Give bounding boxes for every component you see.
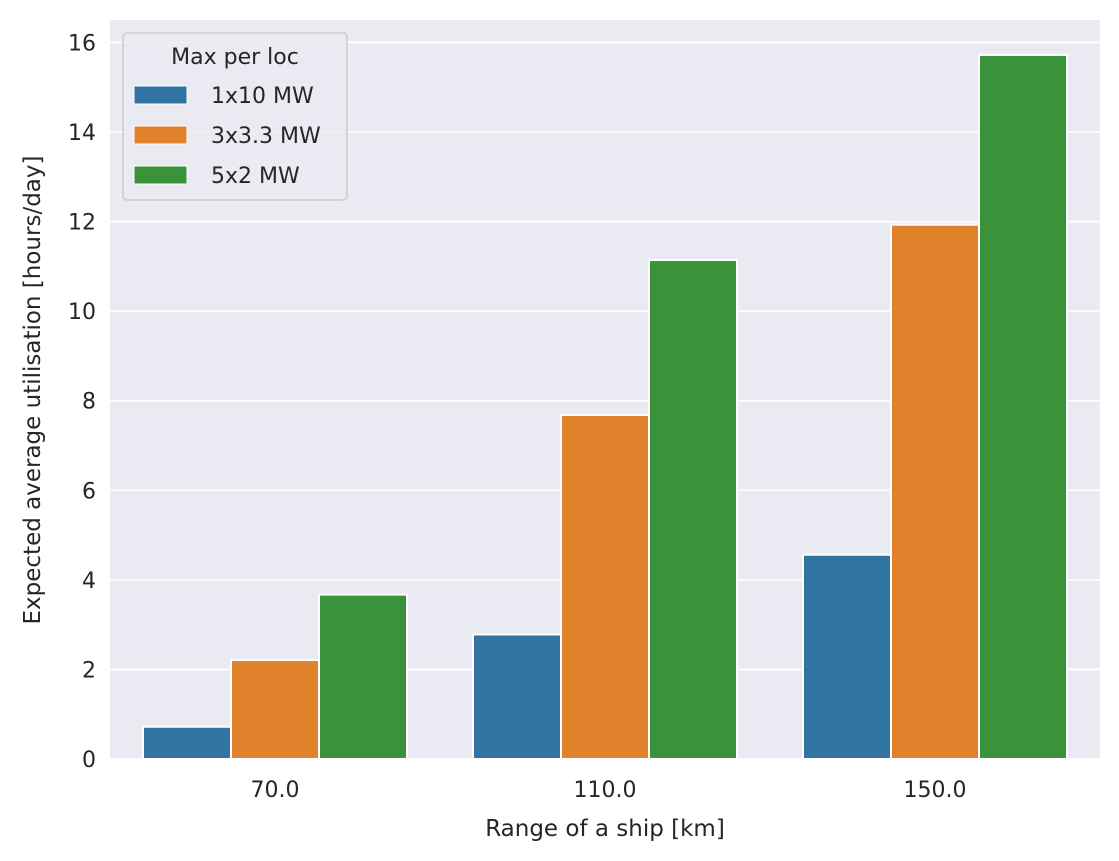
y-tick-label: 2	[82, 658, 96, 683]
x-tick-label: 150.0	[904, 778, 967, 803]
y-tick-label: 12	[68, 211, 96, 236]
y-tick-label: 16	[68, 31, 96, 56]
y-tick-label: 4	[82, 569, 96, 594]
bar-5x2-mw-70.0	[318, 593, 408, 760]
y-tick-label: 6	[82, 479, 96, 504]
legend: Max per loc 1x10 MW 3x3.3 MW 5x2 MW	[122, 32, 348, 201]
legend-swatch	[133, 85, 188, 105]
x-axis-label: Range of a ship [km]	[485, 816, 725, 842]
bar-5x2-mw-150.0	[978, 53, 1068, 760]
y-axis-label: Expected average utilisation [hours/day]	[20, 156, 46, 625]
y-tick-label: 10	[68, 300, 96, 325]
y-tick-labels: 0 2 4 6 8 10 12 14 16	[68, 31, 96, 773]
bar-1x10-mw-70.0	[142, 725, 232, 761]
legend-swatch	[133, 165, 188, 185]
bar-1x10-mw-150.0	[802, 553, 892, 760]
x-tick-labels: 70.0 110.0 150.0	[251, 778, 967, 803]
y-tick-label: 0	[82, 748, 96, 773]
bar-3x3.3-mw-150.0	[890, 223, 980, 760]
legend-label: 3x3.3 MW	[211, 124, 321, 149]
x-tick-label: 70.0	[251, 778, 300, 803]
legend-items: 1x10 MW 3x3.3 MW 5x2 MW	[133, 84, 321, 189]
bar-3x3.3-mw-110.0	[560, 414, 650, 760]
legend-frame	[122, 32, 348, 201]
legend-title: Max per loc	[171, 45, 299, 70]
y-tick-label: 14	[68, 121, 96, 146]
x-tick-label: 110.0	[574, 778, 637, 803]
y-tick-label: 8	[82, 390, 96, 415]
bars	[142, 53, 1068, 761]
legend-label: 5x2 MW	[211, 164, 300, 189]
bar-5x2-mw-110.0	[648, 259, 738, 760]
bar-3x3.3-mw-70.0	[230, 659, 320, 761]
legend-swatch	[133, 125, 188, 145]
legend-label: 1x10 MW	[211, 84, 314, 109]
bar-1x10-mw-110.0	[472, 633, 562, 760]
